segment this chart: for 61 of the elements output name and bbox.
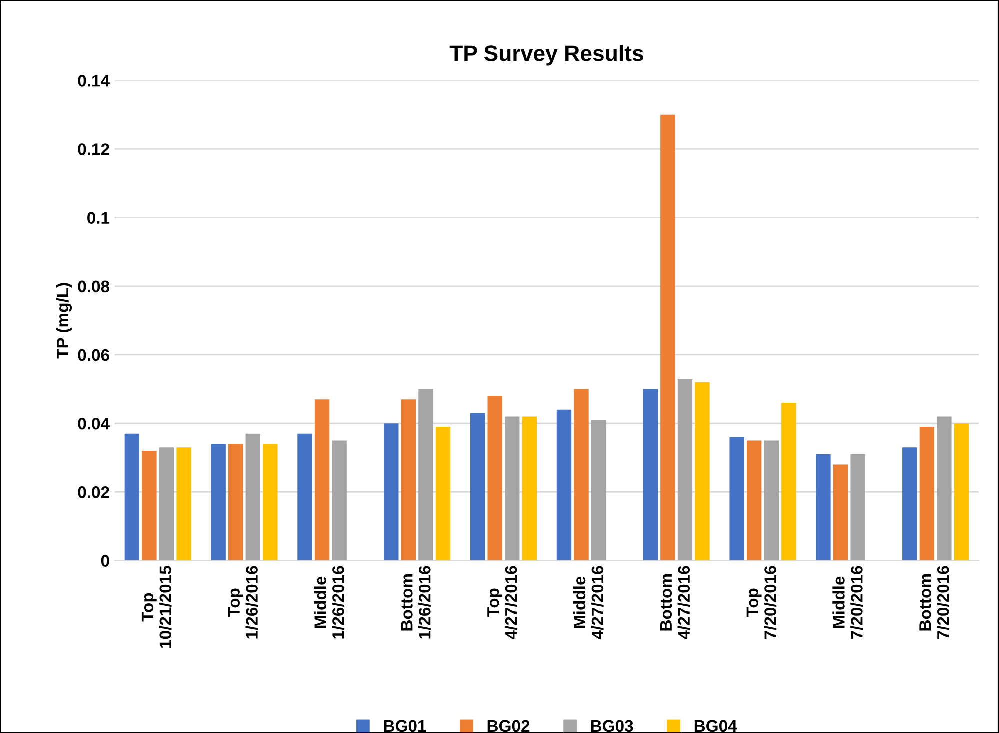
bar — [833, 464, 848, 561]
bar — [556, 410, 572, 561]
x-tick-label: Bottom 4/27/2016 — [660, 566, 690, 640]
bar — [211, 444, 226, 561]
y-tick-label: 0.08 — [78, 280, 110, 293]
bar — [246, 434, 260, 561]
bar — [954, 424, 970, 561]
y-tick-label: 0.02 — [78, 486, 110, 498]
bar — [488, 396, 502, 561]
x-tick-label: Top 4/27/2016 — [488, 566, 518, 640]
bar — [920, 427, 935, 561]
bar — [678, 378, 693, 561]
y-tick-label: 0 — [101, 555, 110, 567]
y-tick-label: 0.06 — [78, 349, 110, 362]
x-tick-label: Bottom 1/26/2016 — [401, 566, 431, 639]
bar — [764, 440, 779, 561]
bar — [332, 440, 347, 561]
legend-label: BG03 — [591, 720, 634, 732]
bar — [505, 416, 520, 561]
bar — [470, 413, 486, 561]
bar — [643, 389, 658, 561]
bar — [574, 389, 589, 561]
bar — [591, 420, 606, 561]
y-tick-label: 0.04 — [78, 418, 110, 430]
bar — [782, 402, 796, 561]
legend-label: BG01 — [384, 720, 426, 732]
bar — [937, 416, 952, 561]
bar — [314, 400, 330, 561]
bar — [298, 434, 312, 561]
bar — [159, 448, 174, 561]
y-tick-label: 0.14 — [78, 75, 110, 87]
x-tick-label: Middle 7/20/2016 — [832, 566, 864, 640]
bar — [816, 454, 831, 561]
bar — [747, 440, 762, 561]
y-axis-title: TP (mg/L) — [56, 283, 72, 359]
x-tick-label: Top 7/20/2016 — [746, 566, 777, 640]
bar — [850, 454, 866, 561]
x-tick-label: Top 10/21/2015 — [142, 566, 172, 648]
bar — [401, 400, 416, 561]
legend-label: BG04 — [694, 720, 738, 732]
bar — [124, 434, 140, 561]
x-tick-label: Top 1/26/2016 — [228, 566, 258, 639]
x-tick-label: Middle 4/27/2016 — [573, 566, 604, 640]
chart-title: TP Survey Results — [450, 45, 644, 66]
bar — [695, 382, 710, 561]
x-tick-label: Bottom 7/20/2016 — [920, 566, 950, 640]
bar — [418, 389, 434, 561]
bar — [436, 427, 451, 561]
bar — [522, 416, 538, 561]
y-tick-label: 0.1 — [88, 212, 110, 224]
y-tick-label: 0.12 — [78, 144, 110, 156]
bar — [902, 448, 918, 561]
x-tick-label: Middle 1/26/2016 — [314, 566, 345, 639]
bar — [228, 444, 244, 561]
bar — [263, 444, 278, 561]
bar — [660, 114, 676, 561]
bar — [142, 451, 157, 561]
bar — [176, 448, 192, 561]
bar — [730, 437, 744, 561]
bar — [384, 424, 399, 561]
legend-label: BG02 — [488, 720, 530, 732]
